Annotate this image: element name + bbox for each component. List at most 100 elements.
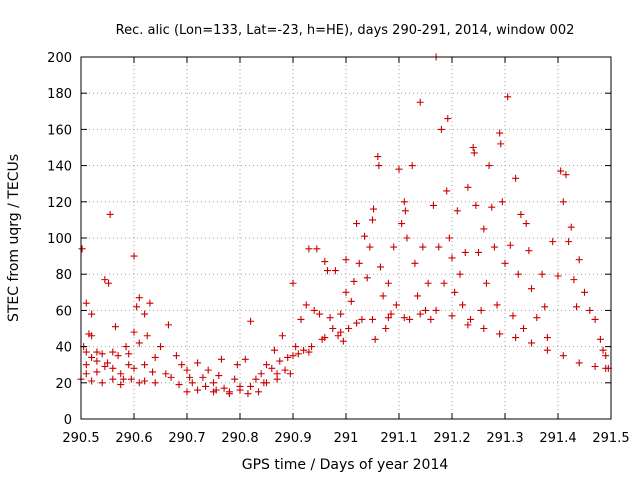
data-point <box>573 303 581 311</box>
data-point <box>130 328 138 336</box>
data-point <box>308 343 316 351</box>
data-point <box>289 279 297 287</box>
data-point <box>424 279 432 287</box>
data-point <box>392 301 400 309</box>
data-point <box>559 198 567 206</box>
data-point <box>300 346 308 354</box>
data-point <box>82 361 90 369</box>
data-point <box>257 370 265 378</box>
data-point <box>130 364 138 372</box>
data-point <box>125 361 133 369</box>
data-point <box>400 198 408 206</box>
data-point <box>135 294 143 302</box>
y-tick-label: 140 <box>47 160 72 175</box>
data-point <box>414 292 422 300</box>
data-point <box>366 243 374 251</box>
data-point <box>292 343 300 351</box>
data-point <box>172 352 180 360</box>
data-point <box>88 332 96 340</box>
y-tick-label: 0 <box>64 413 72 428</box>
data-point <box>361 232 369 240</box>
data-point <box>135 379 143 387</box>
data-point <box>104 359 111 367</box>
data-point <box>432 306 440 314</box>
data-point <box>276 357 284 365</box>
data-point <box>480 325 488 332</box>
data-point <box>504 93 512 101</box>
y-tick-label: 40 <box>55 341 72 356</box>
data-point <box>533 314 541 322</box>
data-point <box>157 343 164 351</box>
y-tick-label: 20 <box>55 377 72 392</box>
data-point <box>559 352 567 360</box>
data-point <box>382 325 390 332</box>
data-point <box>575 359 583 367</box>
data-point <box>384 279 392 287</box>
data-point <box>316 310 323 318</box>
data-point <box>183 366 191 374</box>
data-point <box>408 162 416 170</box>
data-point <box>422 306 429 314</box>
data-point <box>109 375 117 383</box>
y-tick-label: 180 <box>47 87 72 102</box>
data-point <box>549 238 557 246</box>
data-point <box>403 234 411 242</box>
data-point <box>220 384 228 392</box>
data-point <box>480 225 488 233</box>
data-point <box>204 366 212 374</box>
data-point <box>472 201 480 209</box>
data-point <box>236 386 244 394</box>
data-point <box>448 312 456 320</box>
data-point <box>401 207 409 215</box>
data-point <box>117 370 125 378</box>
data-point <box>215 372 223 380</box>
data-point <box>512 174 520 182</box>
data-point <box>350 277 358 285</box>
x-tick-labels: 290.5 290.6 290.7 290.8 290.9 291 291.1 291.2 29… <box>62 431 629 446</box>
data-point <box>111 323 119 331</box>
data-point <box>199 373 207 381</box>
data-point <box>461 248 469 256</box>
data-point <box>109 364 117 372</box>
data-points <box>77 53 612 398</box>
data-point <box>255 388 263 396</box>
data-point <box>543 334 551 342</box>
data-point <box>355 259 363 267</box>
data-point <box>119 375 127 383</box>
data-point <box>512 334 520 342</box>
data-point <box>101 363 109 371</box>
data-point <box>464 321 472 329</box>
data-point <box>321 334 329 342</box>
data-point <box>375 162 383 170</box>
data-point <box>337 328 345 336</box>
data-point <box>496 330 504 338</box>
data-point <box>167 373 175 381</box>
data-point <box>143 332 151 340</box>
axis-ticks <box>80 56 612 420</box>
data-point <box>270 346 278 354</box>
data-point <box>98 350 106 358</box>
data-point <box>331 267 339 275</box>
data-point <box>347 297 355 305</box>
data-point <box>488 203 496 211</box>
data-point <box>498 198 506 206</box>
y-axis-label: STEC from uqrg / TECUs <box>6 154 22 322</box>
data-point <box>82 299 90 307</box>
data-point <box>88 377 96 385</box>
data-point <box>497 140 505 148</box>
data-point <box>509 312 517 320</box>
x-tick-label: 291.2 <box>433 431 470 446</box>
data-point <box>567 223 575 231</box>
data-point <box>130 252 138 260</box>
y-tick-label: 100 <box>47 232 72 247</box>
data-point <box>517 210 525 218</box>
data-point <box>302 301 310 309</box>
data-point <box>390 243 398 251</box>
data-point <box>141 377 149 385</box>
data-point <box>323 267 331 275</box>
data-point <box>93 348 101 356</box>
data-point <box>273 370 281 378</box>
data-point <box>151 353 159 361</box>
chart-title: Rec. alic (Lon=133, Lat=-23, h=HE), days… <box>116 23 575 38</box>
data-point <box>186 373 194 381</box>
